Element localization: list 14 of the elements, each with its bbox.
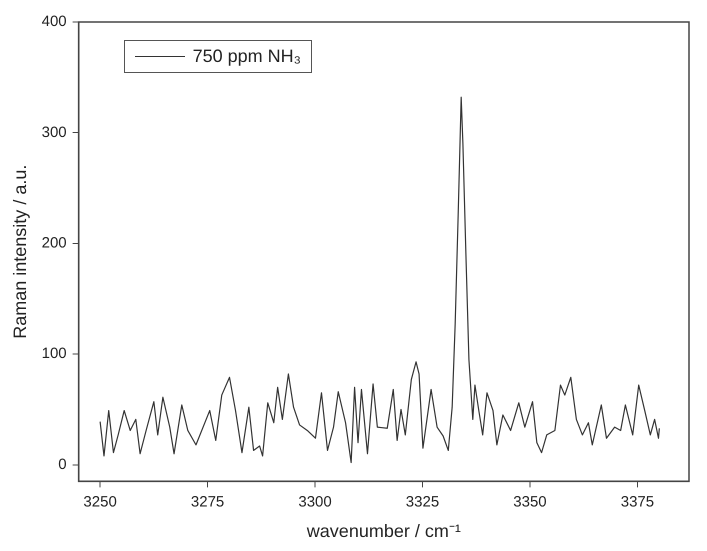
y-tick-label: 300 — [42, 124, 67, 141]
y-tick-label: 400 — [42, 13, 67, 30]
x-tick-label: 3275 — [190, 494, 224, 511]
y-axis-title: Raman intensity / a.u. — [10, 164, 30, 339]
x-tick-label: 3375 — [620, 494, 654, 511]
x-tick-label: 3350 — [513, 494, 547, 511]
y-tick-label: 200 — [42, 234, 67, 252]
legend-label: 750 ppm NH₃ — [192, 46, 302, 67]
x-tick-label: 3300 — [298, 494, 332, 511]
x-tick-label: 3325 — [406, 494, 440, 511]
x-axis-title: wavenumber / cm⁻¹ — [306, 521, 461, 542]
y-tick-label: 0 — [58, 456, 67, 473]
y-tick-label: 100 — [42, 345, 67, 362]
x-tick-label: 3250 — [83, 494, 117, 511]
